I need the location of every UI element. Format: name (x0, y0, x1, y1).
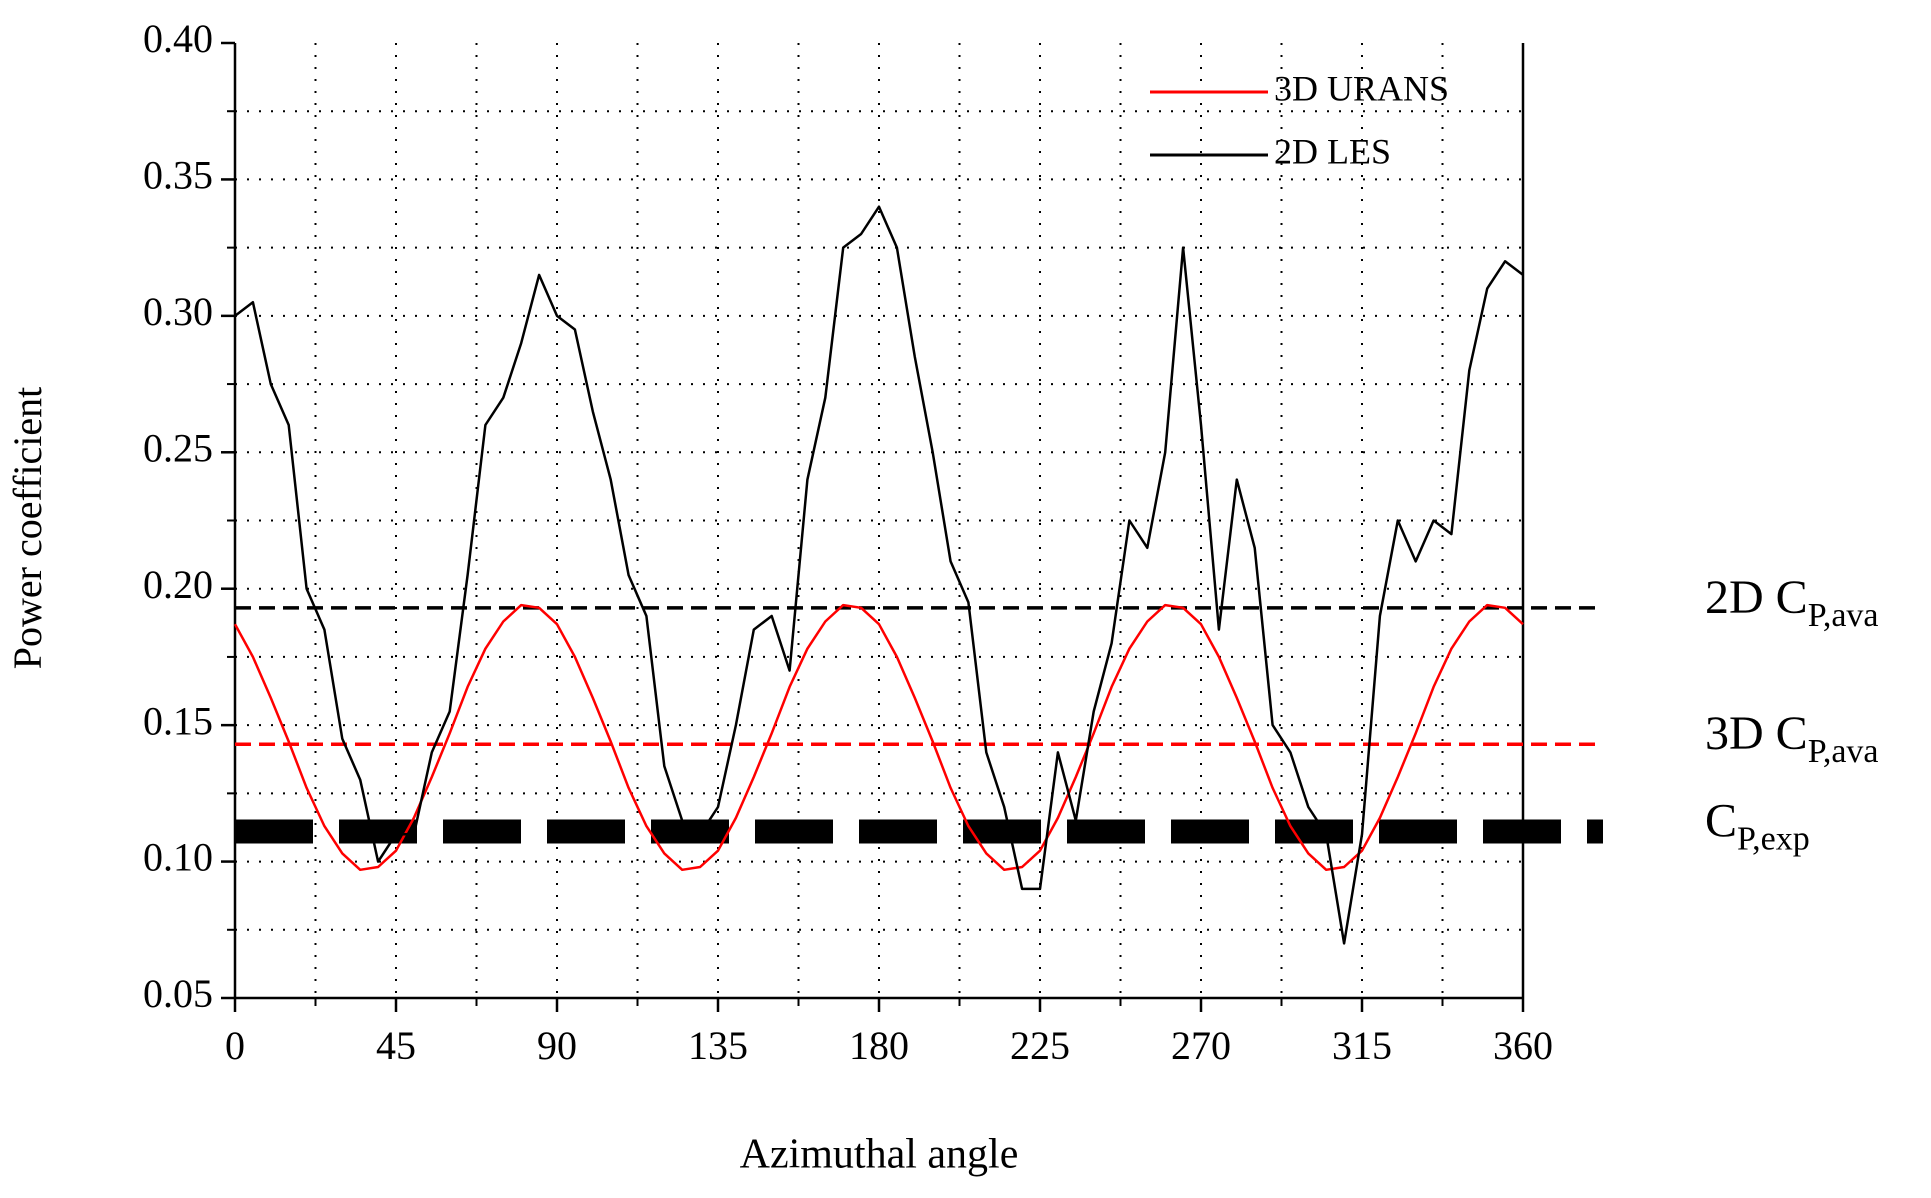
x-axis-title: Azimuthal angle (740, 1132, 1019, 1178)
legend-label: 2D LES (1274, 131, 1391, 171)
reference-label-sub: P,ava (1808, 597, 1879, 634)
y-tick-label: 0.30 (143, 289, 213, 334)
x-tick-label: 225 (1010, 1023, 1070, 1068)
x-tick-label: 360 (1493, 1023, 1553, 1068)
y-tick-label: 0.25 (143, 425, 213, 470)
x-tick-label: 0 (225, 1023, 245, 1068)
reference-label-sub: P,ava (1808, 733, 1879, 770)
reference-label-main: C (1705, 795, 1737, 848)
reference-label-main: 2D C (1705, 571, 1808, 624)
reference-label-main: 3D C (1705, 707, 1808, 760)
x-tick-label: 135 (688, 1023, 748, 1068)
reference-label: 2D CP,ava (1705, 571, 1879, 634)
reference-label: 3D CP,ava (1705, 707, 1879, 770)
x-tick-label: 315 (1332, 1023, 1392, 1068)
y-tick-label: 0.15 (143, 698, 213, 743)
x-tick-label: 270 (1171, 1023, 1231, 1068)
y-tick-label: 0.40 (143, 16, 213, 61)
y-tick-label: 0.05 (143, 971, 213, 1016)
y-tick-label: 0.35 (143, 153, 213, 198)
x-tick-label: 90 (537, 1023, 577, 1068)
line-series (233, 603, 1524, 872)
line-series (234, 205, 1524, 945)
x-tick-label: 45 (376, 1023, 416, 1068)
legend-label: 3D URANS (1274, 68, 1449, 108)
reference-label-sub: P,exp (1737, 820, 1810, 857)
y-tick-label: 0.20 (143, 562, 213, 607)
x-tick-label: 180 (849, 1023, 909, 1068)
reference-label: CP,exp (1705, 795, 1810, 858)
y-axis-title: Power coefficient (5, 387, 50, 669)
y-tick-label: 0.10 (143, 835, 213, 880)
